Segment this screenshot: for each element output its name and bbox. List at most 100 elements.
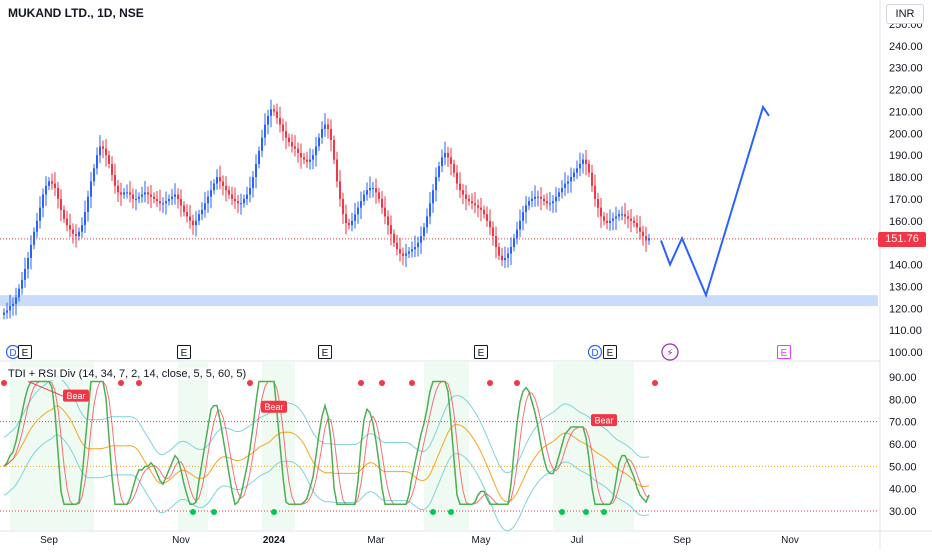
candle-body	[456, 172, 458, 184]
candle-body	[318, 137, 320, 147]
earnings-event-marker	[603, 345, 617, 359]
candle-body	[648, 238, 650, 241]
oversold-dot	[601, 509, 607, 515]
candle-body	[303, 157, 305, 160]
price-tick-label: 240.00	[889, 41, 923, 53]
candle-body	[369, 188, 371, 191]
overbought-dot	[1, 380, 7, 386]
candle-body	[390, 225, 392, 234]
candle-body	[33, 231, 35, 245]
candle-body	[111, 163, 113, 175]
overbought-dot	[487, 380, 493, 386]
candle-body	[15, 297, 17, 304]
candle-body	[420, 236, 422, 243]
candle-body	[30, 244, 32, 258]
candle-body	[582, 159, 584, 164]
candle-body	[474, 203, 476, 206]
price-tick-label: 160.00	[889, 216, 923, 228]
candle-body	[621, 214, 623, 216]
candle-body	[90, 181, 92, 197]
candle-body	[447, 153, 449, 158]
time-tick-label: Jul	[571, 535, 584, 546]
candle-body	[138, 196, 140, 199]
candle-body	[468, 198, 470, 202]
signal-background	[424, 362, 469, 530]
candle-body	[291, 142, 293, 147]
bear-label-text: Bear	[594, 416, 613, 426]
candle-body	[507, 253, 509, 258]
candle-body	[342, 198, 344, 215]
candle-body	[192, 220, 194, 226]
time-tick-label: Mar	[367, 535, 385, 546]
overbought-dot	[358, 380, 364, 386]
oversold-dot	[430, 509, 436, 515]
candle-body	[366, 190, 368, 195]
earnings-event-label: E	[781, 348, 788, 359]
price-tick-label: 130.00	[889, 281, 923, 293]
price-tick-label: 200.00	[889, 128, 923, 140]
candle-body	[522, 212, 524, 221]
candle-body	[3, 312, 5, 315]
candle-body	[174, 194, 176, 197]
candle-body	[411, 249, 413, 252]
candle-body	[249, 188, 251, 195]
bear-label-box	[591, 414, 617, 427]
price-tick-label: 100.00	[889, 347, 923, 359]
price-tick-label: 140.00	[889, 260, 923, 272]
candle-body	[591, 172, 593, 186]
candle-body	[177, 194, 179, 199]
candle-body	[183, 205, 185, 213]
candle-body	[348, 222, 350, 226]
candle-body	[546, 201, 548, 204]
oversold-dot	[211, 509, 217, 515]
indicator-label[interactable]: TDI + RSI Div (14, 34, 7, 2, 14, close, …	[8, 368, 247, 380]
candle-body	[618, 214, 620, 217]
overbought-dot	[409, 380, 415, 386]
candle-body	[402, 253, 404, 256]
candle-body	[282, 124, 284, 132]
candle-body	[555, 196, 557, 202]
candle-body	[549, 203, 551, 205]
candle-body	[54, 183, 56, 188]
candle-body	[324, 124, 326, 129]
candle-body	[354, 214, 356, 221]
candle-body	[561, 188, 563, 193]
candle-body	[252, 177, 254, 188]
oversold-dot	[190, 509, 196, 515]
indicator-tick-label: 60.00	[889, 439, 917, 451]
candle-body	[399, 249, 401, 254]
candle-body	[312, 155, 314, 160]
signal-background	[553, 362, 634, 530]
candle-body	[576, 168, 578, 173]
candle-body	[540, 196, 542, 199]
candle-body	[609, 220, 611, 223]
bear-label-box	[261, 400, 287, 413]
candle-body	[36, 220, 38, 232]
currency-selector[interactable]: INR	[886, 4, 924, 24]
price-tick-label: 170.00	[889, 194, 923, 206]
earnings-event-marker	[18, 345, 32, 359]
candle-body	[123, 192, 125, 195]
candle-body	[78, 231, 80, 237]
candle-body	[528, 201, 530, 206]
candle-body	[504, 257, 506, 261]
earnings-event-label: E	[181, 348, 188, 359]
candle-body	[489, 220, 491, 228]
candle-body	[573, 172, 575, 178]
candle-body	[444, 153, 446, 158]
candle-body	[585, 159, 587, 164]
indicator-tick-label: 70.00	[889, 417, 917, 429]
price-tick-label: 190.00	[889, 150, 923, 162]
candle-body	[564, 183, 566, 188]
candle-body	[156, 198, 158, 202]
candle-body	[450, 157, 452, 164]
candle-body	[537, 196, 539, 198]
signal-background	[262, 362, 295, 530]
candle-body	[387, 216, 389, 226]
news-event-icon: ⚡	[666, 348, 673, 359]
candle-body	[579, 163, 581, 169]
forecast-path	[660, 104, 770, 299]
candle-body	[396, 242, 398, 250]
lower-band-line	[3, 434, 650, 532]
